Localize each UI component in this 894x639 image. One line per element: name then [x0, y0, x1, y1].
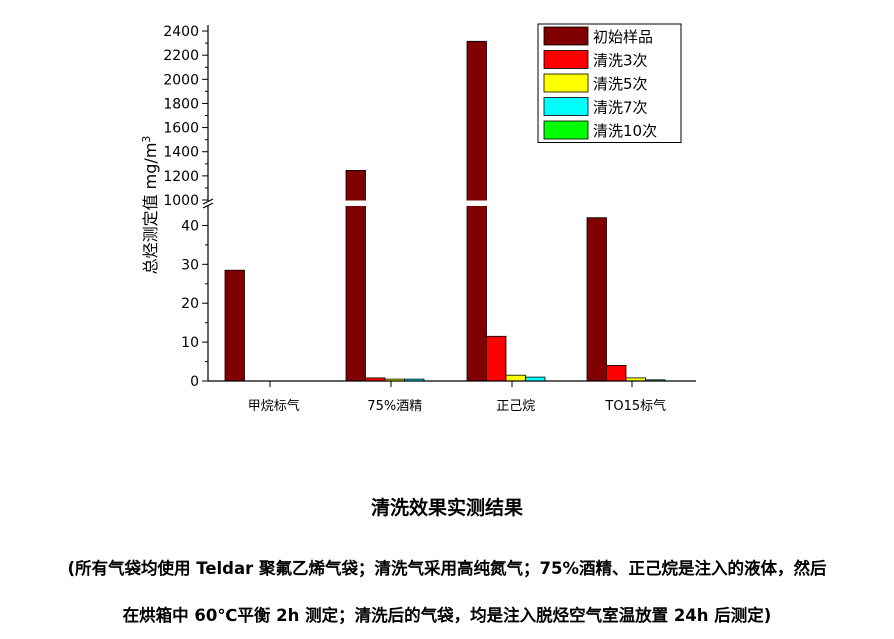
y-tick-label-lower-5: 40	[181, 218, 199, 234]
legend-swatch-4	[543, 97, 589, 116]
axes-layer: 0 10 20 30 40 1000 1200 1400 1600 1800 2000 2200 240…	[140, 24, 696, 414]
y-axis-break-mark-2	[202, 202, 214, 209]
y-tick-label-lower-4: 30	[181, 257, 199, 273]
x-tick-label-3: 正己烷	[496, 399, 535, 414]
legend-label-5: 清洗10次	[593, 122, 657, 140]
legend-label-1: 初始样品	[593, 28, 653, 46]
y-tick-label-upper-2: 1200	[163, 169, 199, 185]
bar-2-3	[486, 335, 507, 382]
bar-1-4	[586, 217, 607, 382]
y-tick-label-lower-1: 0	[190, 374, 199, 390]
y-tick-label-upper-7: 2200	[163, 48, 199, 64]
y-tick-label-upper-4: 1600	[163, 121, 199, 137]
legend-label-4: 清洗7次	[593, 99, 648, 117]
y-tick-label-upper-8: 2400	[163, 24, 199, 40]
caption-title: 清洗效果实测结果	[370, 497, 523, 519]
legend-swatch-1	[543, 26, 589, 46]
legend-label-2: 清洗3次	[593, 52, 648, 70]
y-tick-label-lower-2: 10	[181, 335, 199, 351]
legend-swatch-3	[543, 73, 589, 93]
y-axis-title: 总烃测定值 mg/m3	[140, 136, 160, 275]
bar-1-3	[466, 40, 487, 382]
bar-1-1	[224, 269, 245, 382]
x-tick-label-2: 75%酒精	[367, 399, 422, 414]
x-tick-label-4: TO15标气	[604, 398, 666, 414]
y-tick-label-lower-3: 20	[181, 296, 199, 312]
caption-note-line-1: (所有气袋均使用 Teldar 聚氟乙烯气袋；清洗气采用高纯氮气；75%酒精、正…	[67, 559, 827, 578]
legend-label-3: 清洗5次	[593, 75, 648, 93]
x-tick-label-1: 甲烷标气	[248, 398, 300, 414]
caption-note-line-2: 在烘箱中 60℃平衡 2h 测定；清洗后的气袋，均是注入脱烃空气室温放置 24h…	[122, 606, 772, 625]
legend-swatch-5	[543, 120, 589, 140]
y-axis-break-mark-1	[202, 198, 214, 205]
axis-break-band	[209, 200, 696, 206]
legend-swatch-2	[543, 50, 589, 69]
y-tick-label-upper-5: 1800	[163, 96, 199, 112]
y-tick-label-upper-1: 1000	[163, 193, 199, 209]
y-tick-label-upper-3: 1400	[163, 145, 199, 161]
y-tick-label-upper-6: 2000	[163, 72, 199, 88]
bar-2-4	[606, 364, 627, 382]
bar-3-3	[505, 374, 526, 382]
bar-chart: 0 10 20 30 40 1000 1200 1400 1600 1800 2000 2200 240…	[140, 23, 696, 414]
